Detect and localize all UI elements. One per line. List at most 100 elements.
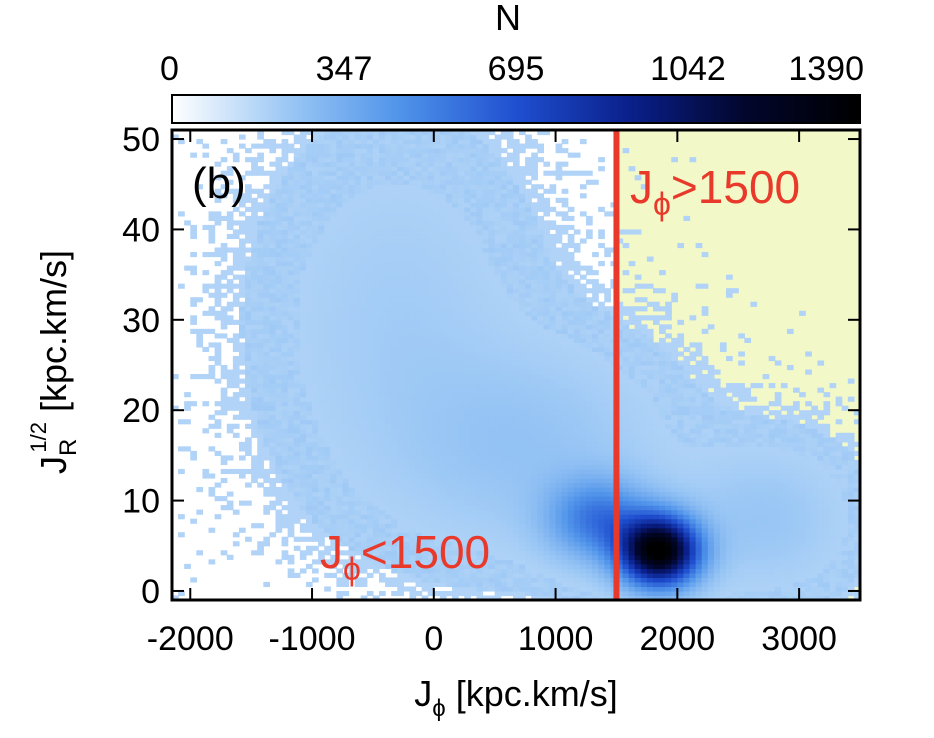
heatmap-cell — [488, 148, 496, 154]
heatmap-cell — [275, 301, 283, 307]
heatmap-cell — [208, 446, 216, 452]
heatmap-cell — [318, 423, 325, 429]
heatmap-cell — [506, 496, 514, 502]
heatmap-cell — [445, 197, 453, 203]
heatmap-cell — [470, 441, 478, 447]
heatmap-cell — [190, 315, 197, 321]
heatmap-cell — [500, 423, 508, 429]
heatmap-cell — [482, 473, 490, 479]
heatmap-cell — [445, 229, 453, 235]
heatmap-cell — [519, 292, 526, 298]
heatmap-cell — [287, 337, 295, 343]
heatmap-cell — [379, 532, 386, 538]
heatmap-cell — [269, 188, 277, 194]
heatmap-cell — [397, 148, 404, 154]
heatmap-cell — [415, 590, 423, 597]
heatmap-cell — [458, 193, 465, 199]
heatmap-cell — [506, 541, 514, 547]
heatmap-cell — [336, 157, 344, 163]
heatmap-cell — [342, 392, 350, 398]
heatmap-cell — [318, 297, 325, 303]
heatmap-cell — [305, 482, 313, 488]
heatmap-cell — [263, 428, 271, 434]
heatmap-cell — [385, 157, 392, 163]
heatmap-cell — [519, 464, 526, 470]
heatmap-cell — [488, 396, 496, 402]
heatmap-cell — [190, 374, 197, 380]
heatmap-cell — [488, 496, 496, 502]
heatmap-cell — [397, 224, 404, 231]
heatmap-cell — [293, 206, 301, 212]
heatmap-cell — [403, 247, 411, 253]
heatmap-cell — [281, 297, 289, 303]
heatmap-cell — [482, 175, 490, 181]
heatmap-cell — [470, 143, 478, 149]
heatmap-cell — [208, 229, 216, 235]
heatmap-cell — [196, 139, 204, 145]
heatmap-cell — [464, 396, 471, 402]
heatmap-cell — [415, 270, 423, 276]
heatmap-cell — [391, 229, 398, 235]
heatmap-cell — [263, 143, 271, 149]
heatmap-cell — [409, 166, 417, 172]
heatmap-cell — [281, 428, 289, 434]
heatmap-cell — [403, 134, 411, 140]
heatmap-cell — [245, 437, 252, 443]
heatmap-cell — [506, 328, 514, 334]
heatmap-cell — [506, 523, 514, 529]
heatmap-cell — [318, 346, 325, 353]
heatmap-cell — [470, 559, 478, 565]
heatmap-cell — [263, 184, 271, 190]
heatmap-cell — [482, 360, 490, 366]
heatmap-cell — [397, 206, 404, 212]
heatmap-cell — [421, 238, 429, 244]
heatmap-cell — [482, 378, 490, 384]
heatmap-cell — [372, 328, 380, 334]
heatmap-cell — [366, 143, 374, 149]
heatmap-cell — [433, 550, 441, 556]
heatmap-cell — [299, 374, 307, 380]
heatmap-cell — [427, 428, 435, 434]
heatmap-cell — [251, 324, 258, 330]
heatmap-cell — [318, 464, 325, 470]
heatmap-cell — [494, 378, 502, 384]
heatmap-cell — [525, 432, 532, 438]
heatmap-cell — [476, 536, 484, 542]
heatmap-cell — [360, 152, 368, 158]
heatmap-cell — [360, 437, 368, 443]
heatmap-cell — [494, 563, 502, 569]
heatmap-cell — [372, 143, 380, 149]
heatmap-cell — [263, 224, 271, 231]
heatmap-cell — [482, 595, 490, 600]
heatmap-cell — [354, 256, 362, 262]
heatmap-cell — [330, 139, 337, 145]
heatmap-cell — [427, 310, 435, 316]
heatmap-cell — [354, 401, 362, 407]
heatmap-cell — [318, 256, 325, 262]
heatmap-cell — [342, 211, 350, 217]
heatmap-cell — [336, 387, 344, 393]
heatmap-cell — [427, 500, 435, 506]
heatmap-cell — [494, 514, 502, 520]
heatmap-cell — [263, 405, 271, 411]
heatmap-cell — [263, 238, 271, 244]
heatmap-cell — [470, 148, 478, 154]
heatmap-cell — [336, 487, 344, 493]
heatmap-cell — [354, 319, 362, 325]
heatmap-cell — [488, 256, 496, 262]
heatmap-cell — [519, 392, 526, 398]
heatmap-cell — [427, 509, 435, 515]
heatmap-cell — [421, 342, 429, 348]
heatmap-cell — [421, 229, 429, 235]
heatmap-cell — [403, 432, 411, 438]
heatmap-cell — [238, 224, 246, 231]
heatmap-cell — [512, 482, 520, 488]
heatmap-cell — [312, 496, 319, 502]
heatmap-cell — [470, 265, 478, 271]
heatmap-cell — [336, 464, 344, 470]
heatmap-cell — [464, 360, 471, 366]
heatmap-cell — [458, 432, 465, 438]
heatmap-cell — [360, 252, 368, 258]
heatmap-cell — [537, 568, 544, 574]
heatmap-cell — [537, 252, 544, 258]
